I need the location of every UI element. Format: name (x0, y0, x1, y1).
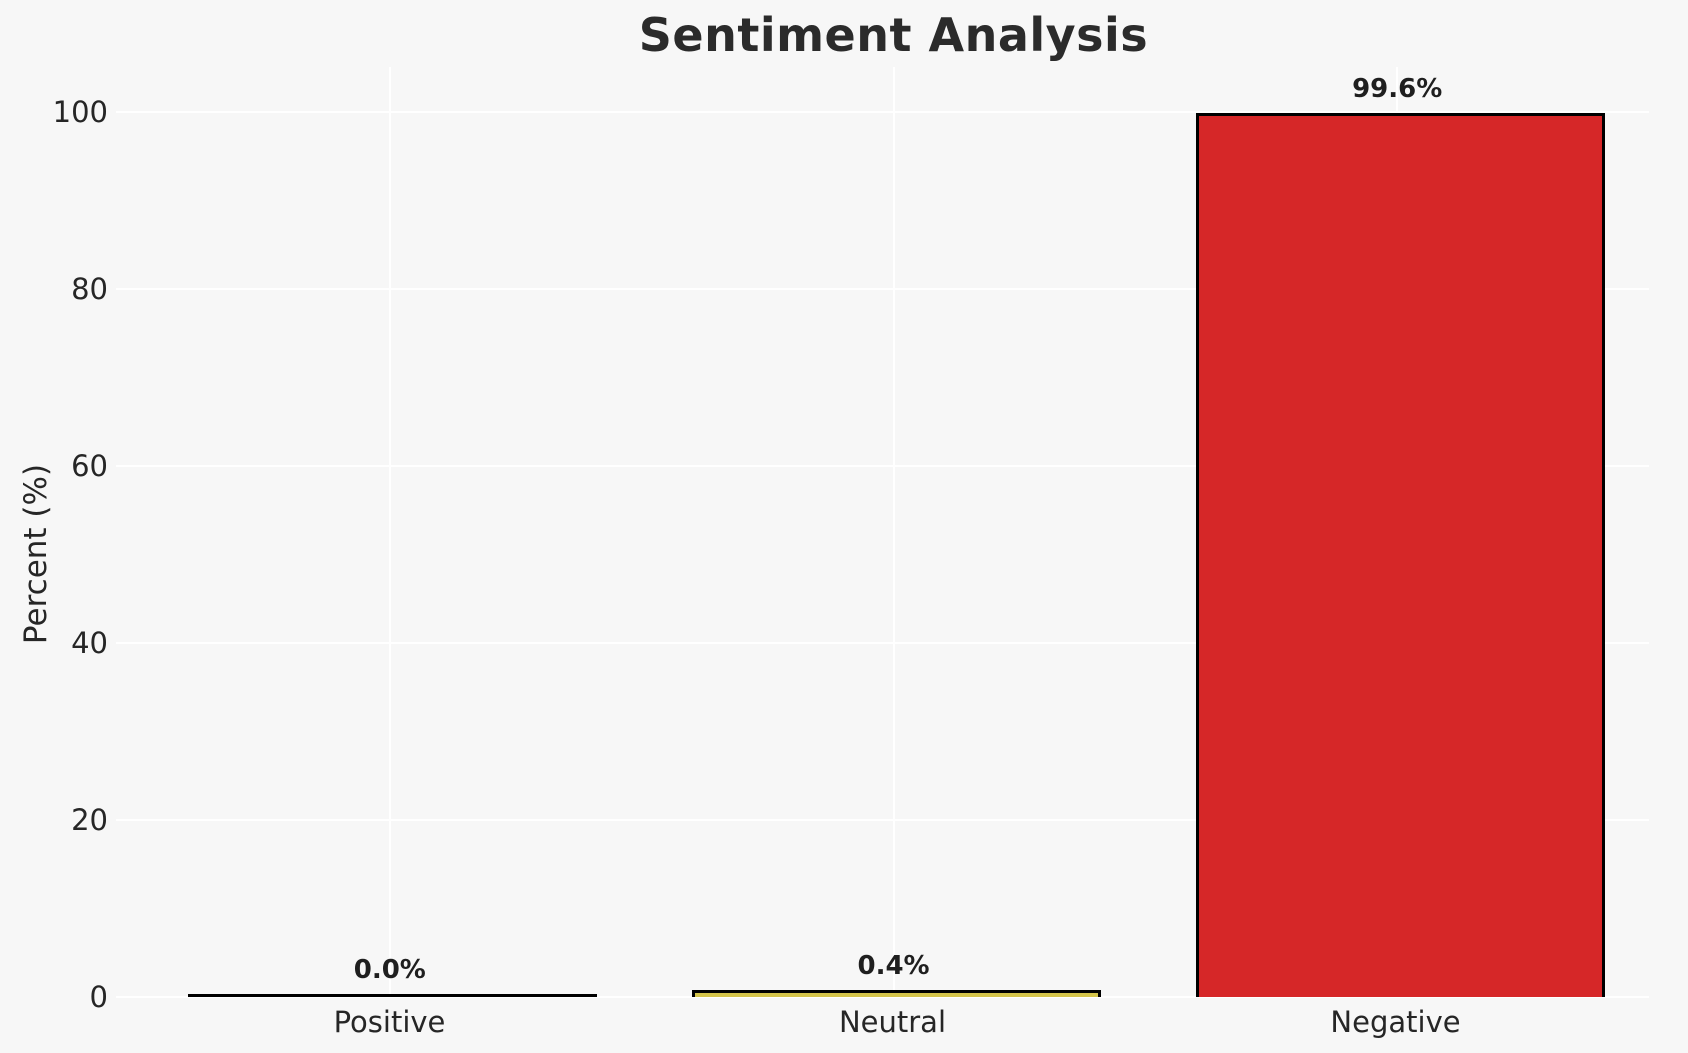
bar-neutral (692, 990, 1102, 997)
gridline-y-0 (116, 996, 1649, 998)
value-label-neutral: 0.4% (857, 951, 930, 982)
gridline-x-neutral (892, 67, 895, 997)
chart-title: Sentiment Analysis (638, 8, 1149, 62)
x-tick-label-negative: Negative (1330, 1005, 1461, 1039)
gridline-y-80 (116, 288, 1649, 290)
y-tick-label-80: 80 (71, 272, 108, 306)
y-axis-label: Percent (%) (18, 463, 54, 645)
bar-positive (188, 994, 598, 997)
value-label-negative: 99.6% (1352, 73, 1443, 104)
x-tick-label-neutral: Neutral (838, 1005, 947, 1039)
x-tick-label-positive: Positive (333, 1005, 446, 1039)
gridline-x-positive (388, 67, 391, 997)
gridline-y-100 (116, 111, 1649, 113)
y-tick-label-0: 0 (89, 980, 108, 1014)
y-tick-label-20: 20 (71, 803, 108, 837)
y-tick-label-100: 100 (52, 95, 108, 129)
y-tick-label-40: 40 (71, 626, 108, 660)
value-label-positive: 0.0% (353, 955, 426, 985)
plot-area: 0.0% 0.4% 99.6% (116, 67, 1649, 998)
gridline-y-20 (116, 819, 1649, 821)
y-tick-label-60: 60 (71, 449, 108, 483)
gridline-y-60 (116, 465, 1649, 467)
gridline-y-40 (116, 642, 1649, 644)
bar-negative (1195, 112, 1605, 997)
